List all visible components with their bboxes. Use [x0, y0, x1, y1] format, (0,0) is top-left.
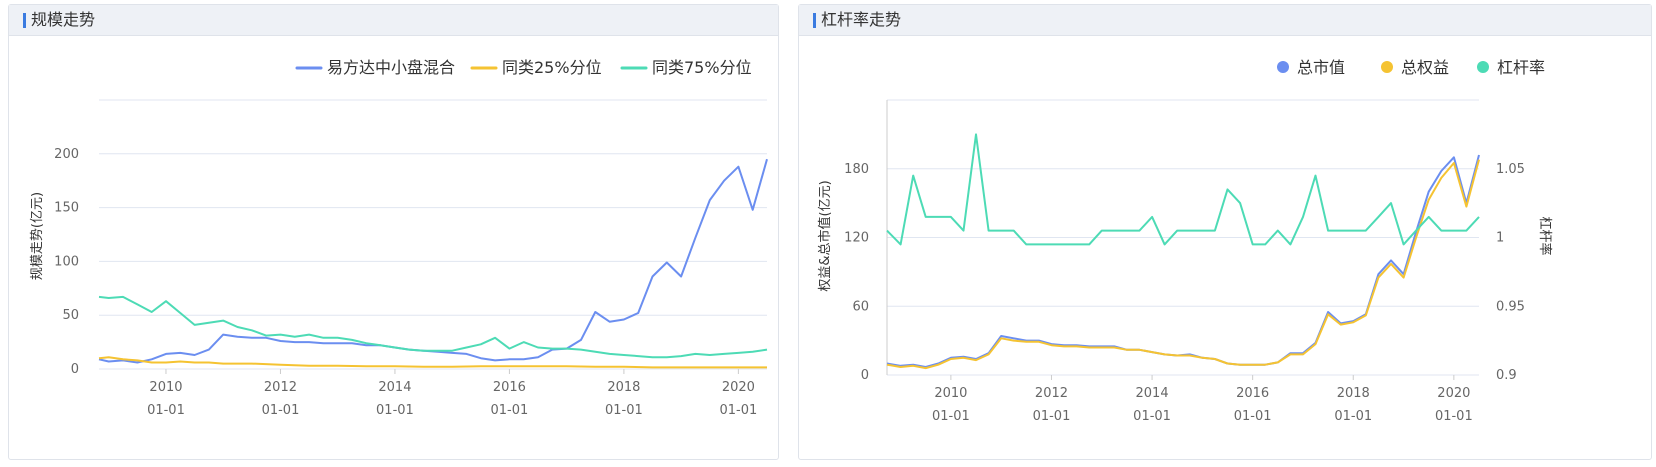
y-tick-label: 0 [71, 362, 79, 377]
leverage-panel-header: 杠杆率走势 [799, 5, 1651, 36]
legend-swatch [1477, 61, 1489, 73]
x-tick-label: 2012 [1035, 386, 1068, 401]
x-tick-label: 2012 [264, 380, 297, 395]
x-tick-label: 2010 [149, 380, 182, 395]
series-line-2 [886, 159, 1480, 370]
scale-panel-header: 规模走势 [9, 5, 778, 36]
x-tick-label: 01-01 [1435, 409, 1473, 424]
series-line-3 [886, 133, 1480, 246]
series-line-2 [98, 356, 767, 369]
leverage-panel: 杠杆率走势 0 60 120 180 0.9 0.95 1 1.05 2010 01-01 2012… [798, 4, 1652, 460]
x-tick-label: 2018 [1337, 386, 1370, 401]
x-tick-label: 2010 [934, 386, 967, 401]
y-tick-label: 60 [852, 299, 869, 314]
scale-panel-title: 规模走势 [31, 10, 96, 29]
y2-axis-title: 杠杆率 [1537, 216, 1553, 255]
legend-swatch [1381, 61, 1393, 73]
x-tick-label: 2016 [1236, 386, 1269, 401]
x-tick-label: 01-01 [147, 403, 185, 418]
x-tick-label: 2014 [1136, 386, 1169, 401]
legend-label: 同类75%分位 [652, 58, 752, 77]
leverage-panel-title: 杠杆率走势 [821, 10, 902, 29]
x-tick-label: 01-01 [376, 403, 414, 418]
x-tick-label: 2020 [1437, 386, 1470, 401]
y-tick-label: 150 [54, 201, 79, 216]
x-tick-label: 01-01 [1033, 409, 1071, 424]
x-tick-label: 01-01 [262, 403, 300, 418]
title-accent-bar [23, 13, 26, 28]
y2-tick-label: 0.95 [1496, 299, 1525, 314]
y-axis-title: 权益&总市值(亿元) [817, 180, 833, 291]
y-tick-label: 0 [861, 368, 869, 383]
y-tick-label: 100 [54, 254, 79, 269]
x-tick-label: 2018 [607, 380, 640, 395]
x-tick-label: 01-01 [719, 403, 757, 418]
leverage-chart: 0 60 120 180 0.9 0.95 1 1.05 2010 01-01 2012 01-01 2… [817, 58, 1553, 424]
x-tick-label: 01-01 [1133, 409, 1171, 424]
series-line-1 [886, 154, 1480, 368]
title-accent-bar [813, 13, 816, 28]
x-tick-label: 01-01 [1334, 409, 1372, 424]
x-tick-label: 2014 [378, 380, 411, 395]
x-tick-label: 01-01 [491, 403, 529, 418]
legend-label: 总市值 [1297, 58, 1345, 77]
y-tick-label: 120 [844, 231, 869, 246]
x-tick-label: 01-01 [605, 403, 643, 418]
y2-tick-label: 0.9 [1496, 368, 1517, 383]
series-line-3 [98, 295, 768, 359]
legend-label: 易方达中小盘混合 [327, 58, 455, 77]
y-tick-label: 50 [62, 308, 79, 323]
x-tick-label: 2020 [722, 380, 755, 395]
legend-label: 同类25%分位 [502, 58, 602, 77]
x-tick-label: 2016 [493, 380, 526, 395]
y2-tick-label: 1 [1496, 231, 1504, 246]
x-tick-label: 01-01 [1234, 409, 1272, 424]
y2-tick-label: 1.05 [1496, 162, 1525, 177]
y-tick-label: 200 [54, 147, 79, 162]
legend-swatch [1277, 61, 1289, 73]
series-line-1 [98, 158, 768, 364]
x-tick-label: 01-01 [932, 409, 970, 424]
scale-chart: 0 50 100 150 200 2010 01-01 2012 01-01 2014 01-01 2… [29, 58, 768, 418]
scale-panel: 规模走势 0 50 100 150 200 2010 01-01 2012 01-01 2014 0… [8, 4, 779, 460]
y-tick-label: 180 [844, 162, 869, 177]
y-axis-title: 规模走势(亿元) [29, 192, 45, 280]
legend-label: 总权益 [1401, 58, 1449, 77]
legend-label: 杠杆率 [1497, 58, 1545, 77]
